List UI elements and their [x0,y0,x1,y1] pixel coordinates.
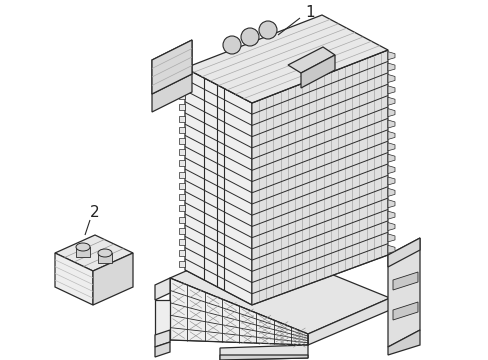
Polygon shape [179,261,184,267]
Polygon shape [170,278,307,345]
Polygon shape [179,161,184,166]
Polygon shape [179,194,184,200]
Polygon shape [179,228,184,234]
Polygon shape [179,183,184,189]
Polygon shape [220,345,307,360]
Polygon shape [93,253,133,305]
Polygon shape [387,238,419,267]
Polygon shape [179,172,184,177]
Polygon shape [155,342,170,357]
Polygon shape [155,278,170,300]
Ellipse shape [98,249,112,257]
Polygon shape [387,109,394,117]
Polygon shape [387,131,394,139]
Polygon shape [184,15,387,103]
Text: 2: 2 [90,204,100,220]
Polygon shape [387,177,394,185]
Circle shape [259,21,276,39]
Polygon shape [179,104,184,110]
Polygon shape [387,188,394,196]
Circle shape [223,36,241,54]
Text: 1: 1 [305,5,314,19]
Polygon shape [387,52,394,60]
Polygon shape [152,40,192,94]
Polygon shape [179,116,184,122]
Polygon shape [387,86,394,94]
Polygon shape [55,235,133,271]
Polygon shape [392,302,417,320]
Polygon shape [387,75,394,82]
Polygon shape [387,97,394,105]
Polygon shape [179,205,184,211]
Polygon shape [387,200,394,208]
Ellipse shape [76,243,90,251]
Polygon shape [155,330,170,347]
Polygon shape [170,242,389,334]
Polygon shape [220,355,307,360]
Polygon shape [387,166,394,174]
Polygon shape [179,250,184,256]
Circle shape [241,28,259,46]
Polygon shape [152,74,192,112]
Polygon shape [179,71,184,77]
Polygon shape [387,63,394,71]
Polygon shape [76,247,90,257]
Polygon shape [251,50,387,305]
Polygon shape [152,40,192,94]
Polygon shape [387,245,394,253]
Polygon shape [98,253,112,263]
Polygon shape [301,55,334,88]
Polygon shape [387,120,394,128]
Polygon shape [387,154,394,162]
Polygon shape [179,216,184,222]
Polygon shape [287,47,334,73]
Polygon shape [307,298,389,345]
Polygon shape [387,211,394,219]
Polygon shape [179,127,184,133]
Polygon shape [387,222,394,230]
Polygon shape [179,149,184,155]
Polygon shape [179,93,184,99]
Polygon shape [55,253,93,305]
Polygon shape [392,272,417,290]
Polygon shape [387,234,394,242]
Polygon shape [179,138,184,144]
Polygon shape [179,239,184,245]
Polygon shape [179,82,184,88]
Polygon shape [155,300,170,340]
Polygon shape [387,330,419,355]
Polygon shape [184,68,251,305]
Polygon shape [387,143,394,151]
Polygon shape [387,238,419,347]
